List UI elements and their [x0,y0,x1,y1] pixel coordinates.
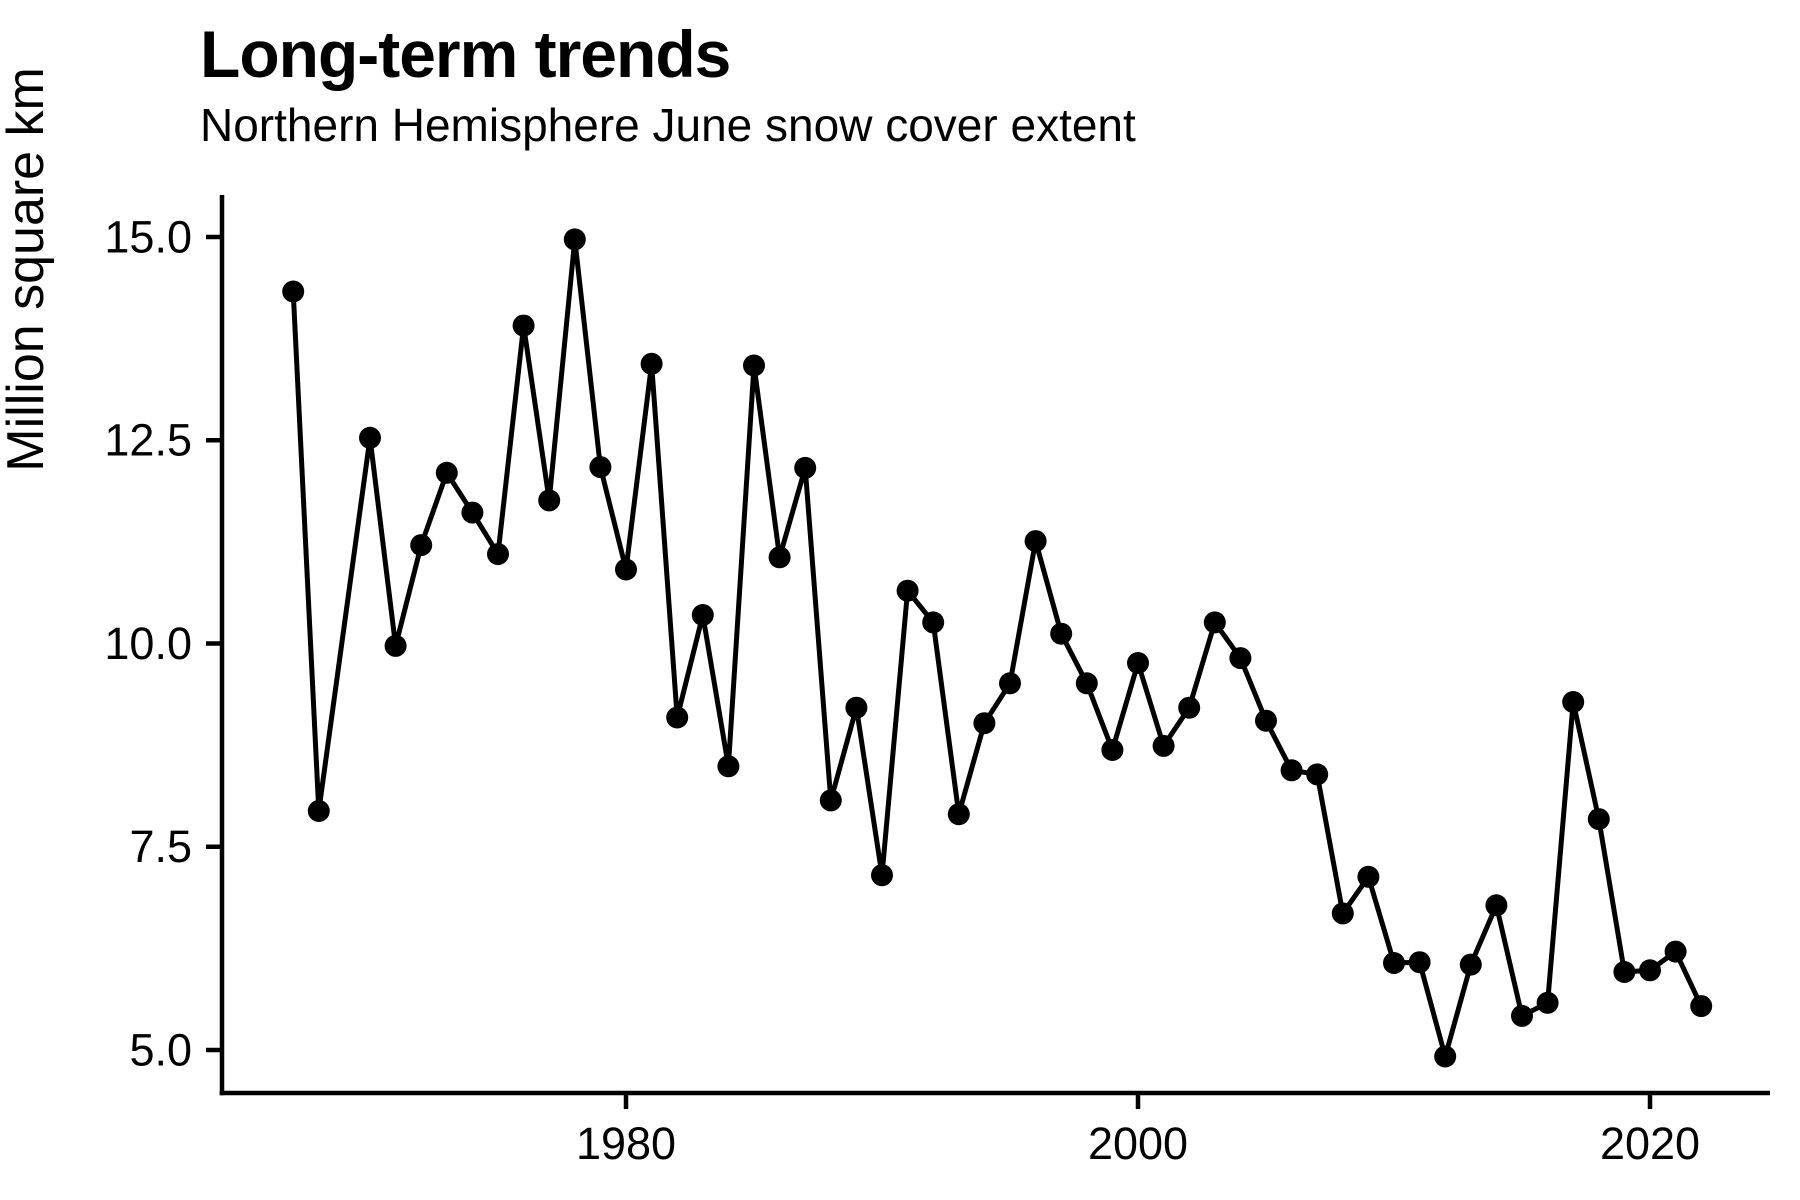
data-point [947,803,970,826]
data-point [819,789,842,812]
data-point [845,696,868,719]
data-point [768,546,791,569]
y-axis-title: Million square km [0,67,55,472]
data-point [512,314,535,337]
data-point [1127,652,1149,674]
data-point [1075,672,1098,695]
data-point [1357,865,1380,888]
data-point [282,280,305,303]
data-point [384,634,407,657]
data-point [538,489,561,512]
data-point [794,456,817,479]
data-point [1511,1004,1533,1027]
data-point [691,604,714,626]
data-point [589,456,612,479]
data-point [359,426,381,449]
data-point [1050,622,1073,645]
data-point [999,672,1021,695]
y-tick-label: 10.0 [104,618,192,669]
data-point [717,755,740,778]
data-point [1562,691,1585,713]
data-point [922,611,945,634]
data-point [307,800,330,822]
data-point [1203,611,1226,634]
data-point [461,501,484,524]
data-point [1536,991,1559,1014]
data-point [743,354,765,377]
data-point [1664,940,1687,963]
data-point [1280,759,1303,782]
data-point [1331,902,1354,925]
y-tick-label: 7.5 [129,821,192,872]
chart-subtitle: Northern Hemisphere June snow cover exte… [200,99,1136,151]
data-point [1434,1045,1457,1068]
x-tick-label: 1980 [576,1118,676,1169]
data-point [563,228,586,251]
data-point [1485,894,1508,917]
data-point [615,558,637,581]
data-point [1024,530,1047,553]
x-tick-label: 2000 [1088,1118,1188,1169]
data-point [410,534,433,557]
data-point [896,579,919,602]
data-point [973,712,996,735]
data-point [1459,953,1482,976]
data-point [1587,808,1610,831]
data-point [435,461,458,484]
data-point [666,706,689,729]
data-point [1383,952,1405,974]
data-point [1639,959,1661,982]
data-point [1178,696,1201,719]
data-point [1690,995,1713,1018]
data-point [1152,734,1175,757]
data-point [1613,961,1636,983]
y-tick-label: 15.0 [104,211,192,262]
data-point [1255,709,1277,732]
data-point [640,352,663,375]
y-tick-label: 5.0 [129,1024,192,1075]
data-point [871,864,893,887]
data-point [1306,763,1329,786]
data-point [1408,951,1431,974]
chart-title: Long-term trends [200,17,731,91]
data-point [1229,647,1252,670]
y-tick-label: 12.5 [104,415,192,466]
trend-line [290,236,1704,1059]
data-point [1101,739,1124,761]
data-point [487,543,509,566]
x-tick-label: 2020 [1600,1118,1700,1169]
